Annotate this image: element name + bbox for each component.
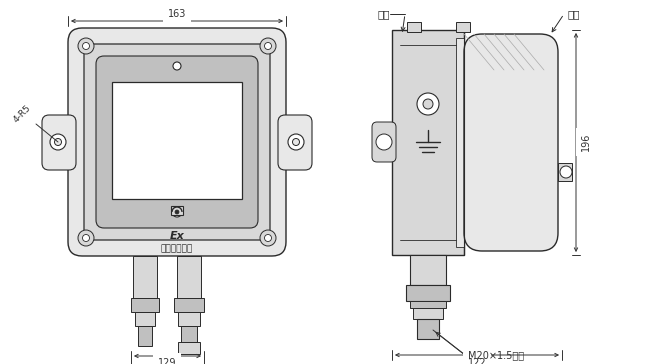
FancyBboxPatch shape [464, 34, 558, 251]
Text: 4-R5: 4-R5 [12, 103, 33, 124]
Circle shape [288, 134, 304, 150]
Text: 底壳: 底壳 [378, 9, 390, 19]
Text: 129: 129 [158, 358, 176, 364]
Circle shape [423, 99, 433, 109]
FancyBboxPatch shape [42, 115, 76, 170]
FancyBboxPatch shape [96, 56, 258, 228]
Bar [410, 255, 446, 285]
Circle shape [417, 93, 439, 115]
Circle shape [78, 38, 94, 54]
Bar [410, 301, 446, 308]
Bar [417, 319, 439, 339]
Circle shape [376, 134, 392, 150]
Circle shape [83, 43, 89, 50]
Bar [177, 256, 201, 298]
Bar [178, 342, 200, 354]
Circle shape [175, 210, 179, 214]
Bar [406, 285, 450, 301]
Circle shape [78, 230, 94, 246]
Bar [135, 312, 155, 326]
Text: 122: 122 [467, 358, 486, 364]
Text: 196: 196 [581, 133, 591, 151]
FancyBboxPatch shape [68, 28, 286, 256]
Circle shape [173, 62, 181, 70]
Bar [456, 38, 464, 247]
FancyBboxPatch shape [84, 44, 270, 240]
Bar [413, 301, 443, 319]
Bar [178, 312, 200, 326]
Circle shape [293, 138, 299, 146]
Circle shape [50, 134, 66, 150]
Bar [133, 256, 157, 298]
Text: M20×1.5螺纹: M20×1.5螺纹 [468, 350, 524, 360]
Bar [131, 298, 159, 312]
Text: 163: 163 [168, 9, 186, 19]
Bar [181, 326, 197, 342]
Circle shape [55, 138, 61, 146]
FancyBboxPatch shape [372, 122, 396, 162]
Bar [174, 298, 204, 312]
Bar [138, 326, 152, 346]
Circle shape [560, 166, 572, 178]
Bar [558, 163, 572, 181]
Text: 严禁带电开盖: 严禁带电开盖 [161, 245, 193, 253]
Text: Ex: Ex [170, 231, 185, 241]
Circle shape [265, 43, 271, 50]
Bar [456, 22, 470, 32]
Circle shape [265, 234, 271, 241]
Bar [407, 22, 421, 32]
Circle shape [260, 38, 276, 54]
Bar [112, 82, 242, 199]
Circle shape [83, 234, 89, 241]
Circle shape [260, 230, 276, 246]
Bar [171, 206, 183, 215]
Bar [392, 30, 464, 255]
Text: 上盖: 上盖 [567, 9, 580, 19]
Circle shape [172, 207, 182, 217]
FancyBboxPatch shape [278, 115, 312, 170]
